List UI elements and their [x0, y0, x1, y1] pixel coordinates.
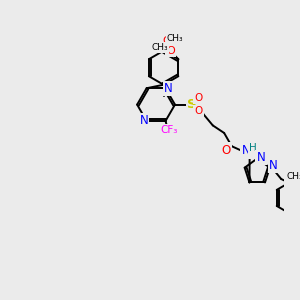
Text: N: N — [269, 159, 278, 172]
Text: O: O — [162, 36, 171, 46]
Text: S: S — [187, 98, 197, 111]
Text: O: O — [167, 46, 175, 56]
Text: CH₃: CH₃ — [151, 44, 168, 52]
Text: CF₃: CF₃ — [160, 125, 178, 135]
Text: O: O — [194, 93, 203, 103]
Text: O: O — [221, 143, 231, 157]
Text: N: N — [242, 144, 250, 158]
Text: CH₃: CH₃ — [167, 34, 183, 43]
Text: N: N — [257, 151, 266, 164]
Text: N: N — [140, 115, 148, 128]
Text: O: O — [194, 106, 203, 116]
Text: N: N — [164, 82, 173, 95]
Text: CH₃: CH₃ — [286, 172, 300, 181]
Text: H: H — [249, 143, 256, 153]
